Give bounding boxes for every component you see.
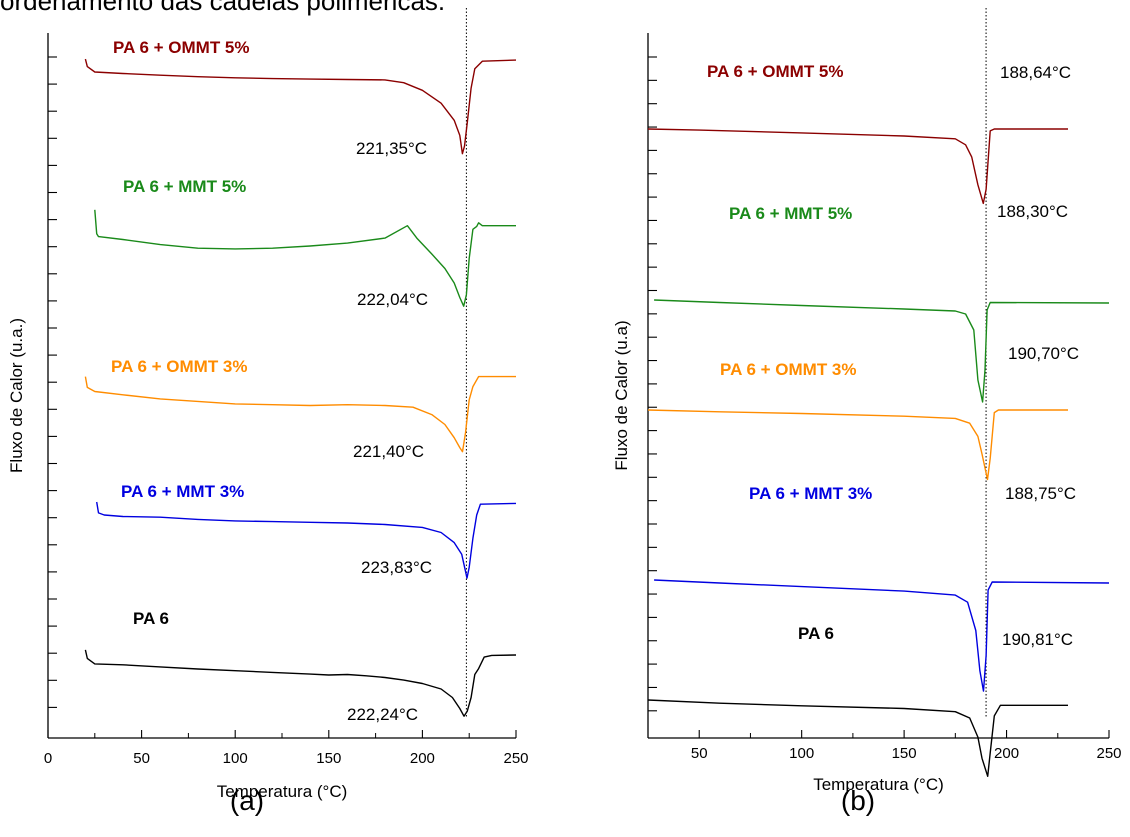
peak-temperature-label: 223,83°C bbox=[361, 558, 432, 577]
series-0: PA 6 + OMMT 5% 221,35°C bbox=[84, 38, 517, 158]
series-line bbox=[94, 209, 516, 307]
y-axis-title: Fluxo de Calor (u.a) bbox=[612, 320, 631, 470]
panel-label: (b) bbox=[841, 785, 875, 816]
peak-temperature-label: 188,30°C bbox=[997, 202, 1068, 221]
peak-temperature-label: 188,75°C bbox=[1005, 484, 1076, 503]
peak-temperature-label: 222,24°C bbox=[347, 705, 418, 724]
series-0: PA 6 + OMMT 5% 188,64°C bbox=[647, 62, 1071, 205]
x-tick-label: 100 bbox=[789, 745, 814, 762]
panel-label: (a) bbox=[230, 785, 264, 816]
series-label: PA 6 bbox=[133, 609, 169, 628]
series-label: PA 6 + OMMT 5% bbox=[113, 38, 250, 57]
series-4: PA 6 190,81°C bbox=[647, 624, 1073, 777]
series-label: PA 6 + OMMT 3% bbox=[720, 360, 857, 379]
series-2: PA 6 + OMMT 3% 190,70°C bbox=[647, 344, 1079, 481]
series-label: PA 6 + OMMT 3% bbox=[111, 357, 248, 376]
x-tick-label: 50 bbox=[691, 745, 708, 762]
series-4: PA 6 222,24°C bbox=[84, 609, 517, 724]
peak-temperature-label: 221,35°C bbox=[356, 139, 427, 158]
series-1: PA 6 + MMT 5% 222,04°C bbox=[94, 177, 516, 309]
series-label: PA 6 + OMMT 5% bbox=[707, 62, 844, 81]
x-tick-label: 200 bbox=[994, 745, 1019, 762]
series-label: PA 6 bbox=[798, 624, 834, 643]
x-tick-label: 250 bbox=[503, 750, 528, 767]
series-1: PA 6 + MMT 5% 188,30°C bbox=[654, 202, 1110, 403]
y-axis-title: Fluxo de Calor (u.a.) bbox=[7, 318, 26, 473]
series-label: PA 6 + MMT 3% bbox=[121, 482, 244, 501]
x-tick-label: 100 bbox=[223, 750, 248, 767]
x-axis-title: Temperatura (°C) bbox=[813, 775, 944, 794]
series-line bbox=[84, 649, 517, 717]
peak-temperature-label: 221,40°C bbox=[353, 442, 424, 461]
x-tick-label: 250 bbox=[1096, 745, 1121, 762]
series-3: PA 6 + MMT 3% 188,75°C bbox=[654, 484, 1110, 692]
x-tick-label: 150 bbox=[892, 745, 917, 762]
series-label: PA 6 + MMT 3% bbox=[749, 484, 872, 503]
x-tick-label: 0 bbox=[44, 750, 52, 767]
peak-temperature-label: 222,04°C bbox=[357, 290, 428, 309]
peak-temperature-label: 190,81°C bbox=[1002, 630, 1073, 649]
series-2: PA 6 + OMMT 3% 221,40°C bbox=[84, 357, 516, 461]
x-tick-label: 50 bbox=[133, 750, 150, 767]
series-label: PA 6 + MMT 5% bbox=[123, 177, 246, 196]
series-line bbox=[654, 579, 1110, 692]
series-3: PA 6 + MMT 3% 223,83°C bbox=[96, 482, 517, 579]
chart-panel-a: 0 50 100 150 200 250 Temperatura (°C) Fluxo de … bbox=[7, 8, 529, 816]
series-line bbox=[96, 501, 517, 579]
x-tick-label: 200 bbox=[410, 750, 435, 767]
chart-panel-b: 50 100 150 200 250 Temperatura (°C) Fluxo de C… bbox=[612, 8, 1122, 816]
series-line bbox=[647, 128, 1068, 205]
x-axis-title: Temperatura (°C) bbox=[217, 782, 348, 801]
series-line bbox=[647, 699, 1068, 777]
series-line bbox=[647, 409, 1068, 481]
peak-temperature-label: 188,64°C bbox=[1000, 63, 1071, 82]
series-line bbox=[654, 299, 1110, 403]
x-tick-label: 150 bbox=[316, 750, 341, 767]
series-label: PA 6 + MMT 5% bbox=[729, 204, 852, 223]
series-line bbox=[84, 375, 516, 453]
caption-text: ordenamento das cadeias poliméricas. bbox=[0, 0, 446, 16]
series-line bbox=[84, 58, 517, 155]
peak-temperature-label: 190,70°C bbox=[1008, 344, 1079, 363]
